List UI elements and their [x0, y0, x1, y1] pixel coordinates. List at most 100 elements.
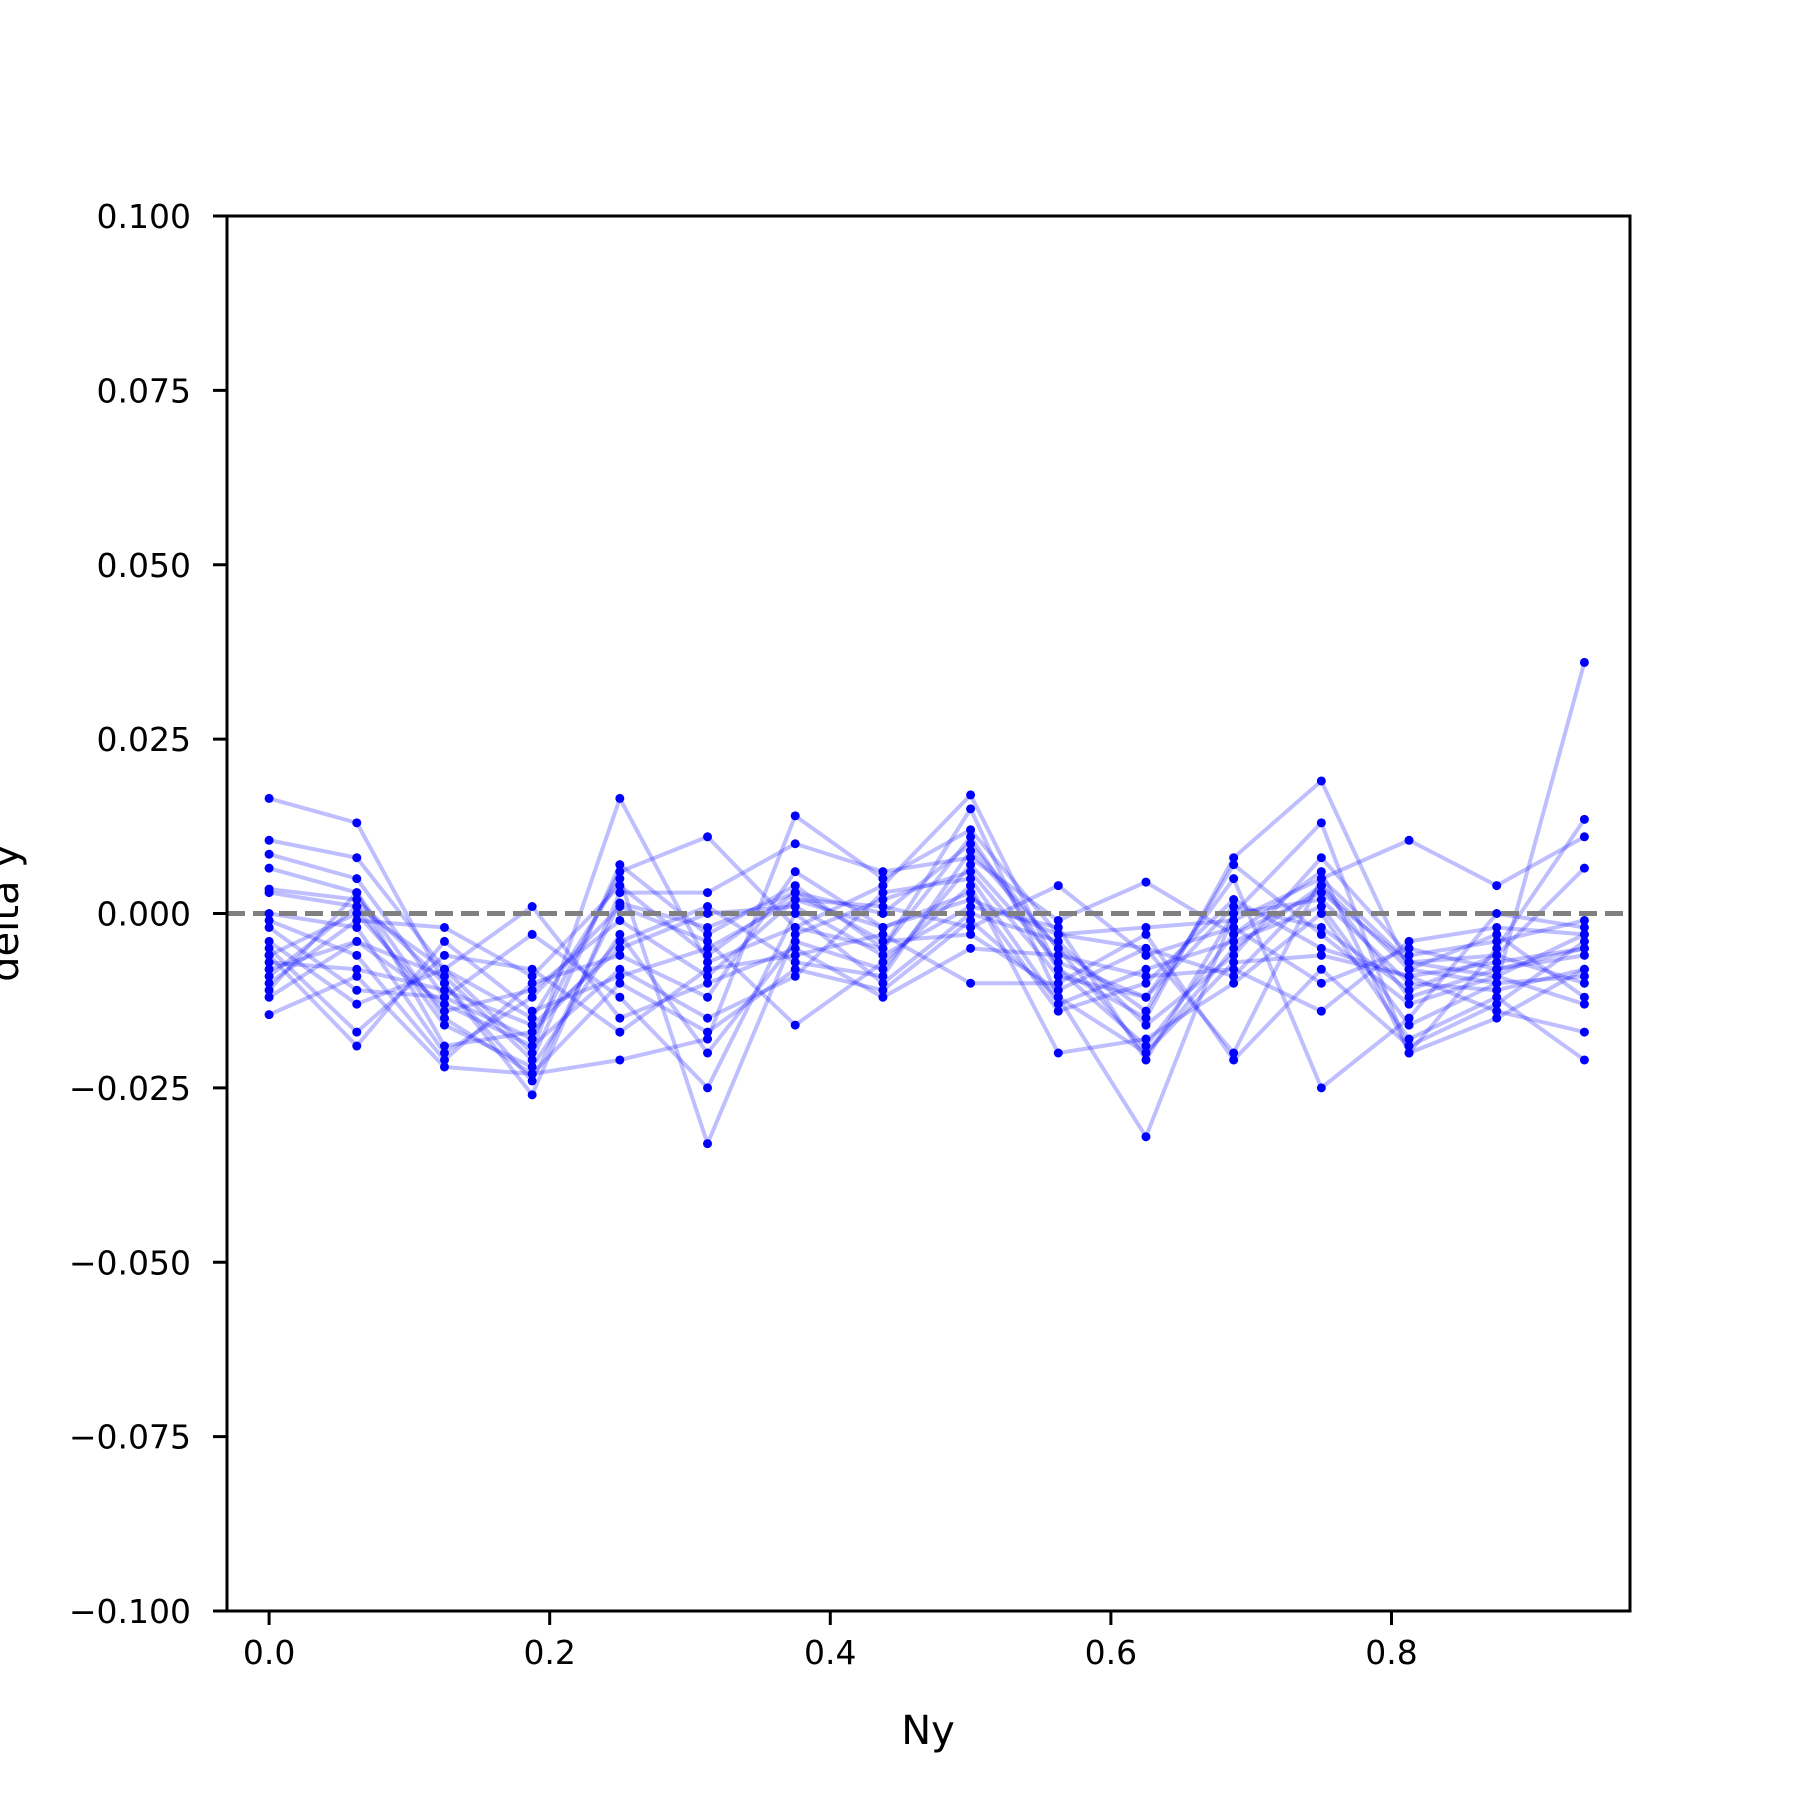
data-point: [439, 1062, 449, 1072]
data-point: [1229, 874, 1239, 884]
data-point: [1492, 1006, 1502, 1016]
data-point: [878, 874, 888, 884]
data-point: [615, 867, 625, 877]
data-point: [966, 902, 976, 912]
data-point: [352, 985, 362, 995]
data-point: [703, 1034, 713, 1044]
data-point: [966, 874, 976, 884]
data-point: [790, 811, 800, 821]
data-point: [790, 922, 800, 932]
y-tick-label: −0.075: [69, 1418, 191, 1457]
data-point: [527, 971, 537, 981]
data-point: [1141, 922, 1151, 932]
data-point: [1141, 1048, 1151, 1058]
data-point: [1229, 895, 1239, 905]
data-point: [703, 832, 713, 842]
data-point: [264, 915, 274, 925]
data-point: [439, 992, 449, 1002]
y-tick-label: 0.100: [97, 197, 191, 236]
data-point: [1404, 992, 1414, 1002]
data-point: [439, 985, 449, 995]
data-point: [1579, 964, 1589, 974]
data-point: [1492, 950, 1502, 960]
data-point: [1053, 999, 1063, 1009]
data-point: [527, 1027, 537, 1037]
data-point: [1229, 957, 1239, 967]
data-point: [1053, 1006, 1063, 1016]
data-point: [878, 922, 888, 932]
data-point: [1316, 950, 1326, 960]
data-point: [878, 867, 888, 877]
data-point: [527, 978, 537, 988]
data-point: [527, 1041, 537, 1051]
y-tick-label: −0.050: [69, 1243, 191, 1282]
data-point: [966, 888, 976, 898]
data-point: [1053, 964, 1063, 974]
data-point: [264, 888, 274, 898]
data-point: [615, 943, 625, 953]
data-point: [264, 936, 274, 946]
data-point: [878, 895, 888, 905]
data-point: [1229, 964, 1239, 974]
data-point: [790, 895, 800, 905]
data-point: [352, 853, 362, 863]
data-point: [1579, 992, 1589, 1002]
data-point: [352, 922, 362, 932]
x-tick-label: 0.8: [1365, 1633, 1417, 1672]
data-point: [703, 929, 713, 939]
data-point: [703, 922, 713, 932]
data-point: [1579, 1055, 1589, 1065]
data-point: [1404, 1020, 1414, 1030]
series-line-12: [267, 883, 1585, 1049]
data-point: [966, 895, 976, 905]
y-tick-label: 0.050: [97, 546, 191, 585]
data-point: [1492, 957, 1502, 967]
x-tick-label: 0.0: [243, 1633, 295, 1672]
data-point: [615, 950, 625, 960]
data-point: [527, 992, 537, 1002]
data-point: [264, 922, 274, 932]
data-point: [1053, 929, 1063, 939]
data-point: [1229, 936, 1239, 946]
data-point: [1229, 860, 1239, 870]
data-point: [1316, 978, 1326, 988]
data-point: [1579, 657, 1589, 667]
data-point: [1492, 929, 1502, 939]
data-point: [615, 888, 625, 898]
data-point: [1579, 915, 1589, 925]
data-point: [1579, 999, 1589, 1009]
data-point: [1053, 943, 1063, 953]
data-point: [352, 971, 362, 981]
data-point: [1316, 1083, 1326, 1093]
data-point: [527, 1034, 537, 1044]
data-point: [703, 943, 713, 953]
data-point: [790, 867, 800, 877]
data-point: [1316, 853, 1326, 863]
data-point: [1404, 835, 1414, 845]
data-point: [264, 992, 274, 1002]
data-point: [703, 957, 713, 967]
data-point: [1579, 814, 1589, 824]
data-point: [1141, 950, 1151, 960]
x-tick-label: 0.2: [523, 1633, 575, 1672]
y-axis-ticks: 0.100 0.075 0.050 0.025 0.000 −0.025 −0.050 −0.…: [69, 197, 227, 1631]
data-point: [878, 909, 888, 918]
data-point: [1492, 922, 1502, 932]
data-point: [1404, 950, 1414, 960]
data-point: [966, 867, 976, 877]
data-point: [439, 950, 449, 960]
series-line-15: [267, 862, 1586, 1069]
data-point: [1579, 863, 1589, 873]
data-point: [615, 1013, 625, 1023]
data-point: [1579, 1027, 1589, 1037]
data-point: [1579, 929, 1589, 939]
data-point: [1404, 936, 1414, 946]
data-point: [1579, 978, 1589, 988]
data-point: [615, 929, 625, 939]
data-point: [966, 881, 976, 891]
data-point: [1316, 881, 1326, 891]
data-point: [1404, 999, 1414, 1009]
data-point: [703, 902, 713, 912]
points-layer: [264, 657, 1589, 1149]
data-point: [439, 1013, 449, 1023]
